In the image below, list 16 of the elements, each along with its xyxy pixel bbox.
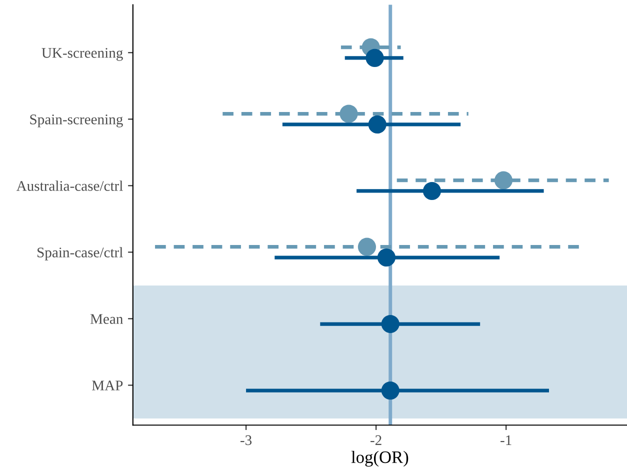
y-tick-label: Mean — [90, 314, 123, 324]
y-tick-label: UK-screening — [42, 48, 123, 61]
x-tick-label: -3 — [240, 435, 252, 446]
y-tick-label: MAP — [92, 380, 123, 390]
x-axis-title: log(OR) — [351, 450, 408, 467]
x-tick-label: -1 — [500, 435, 512, 445]
point — [368, 115, 386, 134]
y-tick-label: Australia-case/ctrl — [16, 180, 123, 191]
point — [422, 182, 442, 200]
point — [381, 314, 400, 334]
y-tick-label: Spain-case/ctrl — [38, 247, 123, 260]
y-tick-label: Spain-screening — [30, 114, 123, 128]
point — [381, 381, 400, 400]
x-tick-label: -2 — [370, 435, 382, 445]
point — [366, 48, 384, 68]
point — [377, 248, 396, 267]
